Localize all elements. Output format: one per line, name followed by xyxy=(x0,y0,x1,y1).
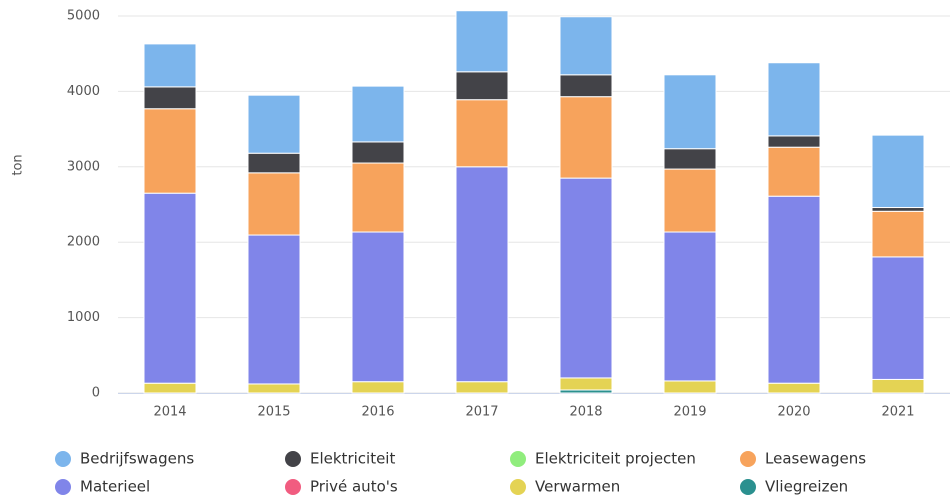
bar-segment xyxy=(143,108,197,194)
bar-segment xyxy=(663,74,717,150)
legend-label: Vliegreizen xyxy=(765,478,848,496)
bar-segment xyxy=(143,382,197,394)
legend-label: Privé auto's xyxy=(310,478,398,496)
bar-segment xyxy=(871,134,925,209)
y-tick-label: 3000 xyxy=(67,159,100,174)
bar-segment xyxy=(351,85,405,143)
bar-segment xyxy=(559,177,613,379)
bar-segment xyxy=(663,380,717,394)
bar-segment xyxy=(871,210,925,258)
bar-segment xyxy=(663,168,717,233)
y-axis-label: ton xyxy=(11,154,26,175)
y-tick-label: 2000 xyxy=(67,235,100,250)
y-tick-label: 0 xyxy=(92,386,100,401)
bar-segment xyxy=(351,141,405,164)
bar-segment xyxy=(455,10,509,73)
x-tick-label: 2017 xyxy=(465,405,498,420)
bar-segment xyxy=(871,378,925,394)
bar-segment xyxy=(871,256,925,380)
y-tick-label: 4000 xyxy=(67,84,100,99)
bar-segment xyxy=(559,16,613,76)
legend-label: Elektriciteit xyxy=(310,450,395,468)
y-tick-label: 1000 xyxy=(67,310,100,325)
x-tick-label: 2016 xyxy=(361,405,394,420)
bar-segment xyxy=(351,231,405,383)
bar-segment xyxy=(351,162,405,233)
legend-label: Leasewagens xyxy=(765,450,866,468)
legend-label: Elektriciteit projecten xyxy=(535,450,696,468)
x-tick-label: 2015 xyxy=(257,405,290,420)
bar-segment xyxy=(767,62,821,137)
bar-segment xyxy=(663,231,717,382)
bar-segment xyxy=(455,381,509,394)
y-tick-label: 5000 xyxy=(67,9,100,24)
bar-segment xyxy=(455,71,509,101)
x-tick-label: 2018 xyxy=(569,405,602,420)
legend-label: Materieel xyxy=(80,478,150,496)
x-tick-label: 2021 xyxy=(881,405,914,420)
bar-segment xyxy=(351,381,405,394)
legend-marker xyxy=(55,479,71,495)
bar-segment xyxy=(455,99,509,168)
legend-marker xyxy=(285,451,301,467)
legend-label: Verwarmen xyxy=(535,478,620,496)
bar-segment xyxy=(247,172,301,236)
legend-marker xyxy=(740,479,756,495)
legend-marker xyxy=(510,451,526,467)
x-tick-label: 2014 xyxy=(153,405,186,420)
legend-marker xyxy=(55,451,71,467)
legend-marker xyxy=(740,451,756,467)
bar-segment xyxy=(247,152,301,174)
bar-segment xyxy=(143,43,197,88)
bar-segment xyxy=(767,135,821,148)
bar-segment xyxy=(767,146,821,197)
bar-segment xyxy=(871,207,925,212)
bar-segment xyxy=(559,74,613,98)
bar-segment xyxy=(767,195,821,384)
legend-label: Bedrijfswagens xyxy=(80,450,194,468)
bar-segment xyxy=(455,166,509,383)
legend-marker xyxy=(510,479,526,495)
bar-segment xyxy=(559,96,613,179)
bar-segment xyxy=(143,86,197,110)
x-tick-label: 2020 xyxy=(777,405,810,420)
bar-segment xyxy=(143,192,197,384)
x-tick-label: 2019 xyxy=(673,405,706,420)
bar-segment xyxy=(559,377,613,391)
bar-segment xyxy=(247,383,301,394)
bar-segment xyxy=(247,234,301,385)
bar-segment xyxy=(663,148,717,170)
legend-marker xyxy=(285,479,301,495)
bar-segment xyxy=(247,94,301,154)
bar-segment xyxy=(767,382,821,394)
